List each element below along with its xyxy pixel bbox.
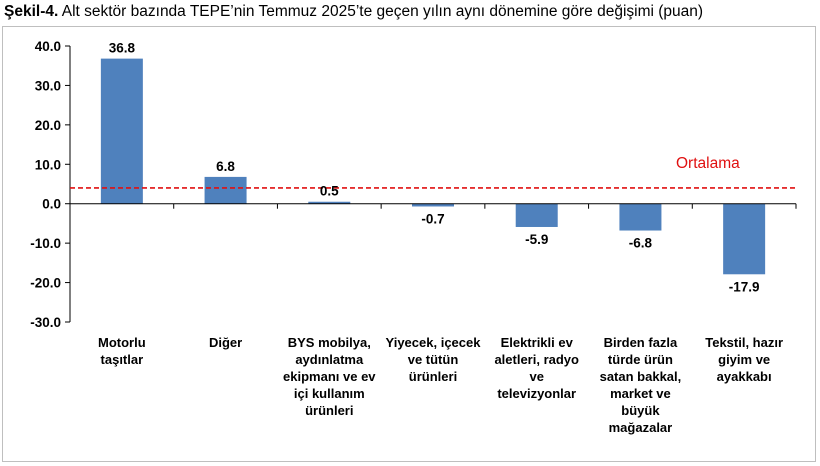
data-label: 6.8 xyxy=(216,159,235,174)
data-label: 36.8 xyxy=(109,41,136,56)
category-label: Elektrikli ev aletleri, radyo ve televizyon… xyxy=(494,335,579,401)
average-label: Ortalama xyxy=(676,155,740,172)
y-tick-label: 30.0 xyxy=(35,78,61,93)
category-label: BYS mobilya, aydınlatma ekipmanı ve ev içi … xyxy=(283,335,376,418)
bar xyxy=(723,203,766,275)
bar xyxy=(619,203,662,231)
figure-number: Şekil-4. xyxy=(4,3,59,20)
bar xyxy=(412,203,454,207)
data-label: -17.9 xyxy=(729,279,760,294)
bar xyxy=(515,203,558,227)
data-label: -5.9 xyxy=(525,232,548,247)
y-tick-label: -10.0 xyxy=(30,236,61,251)
figure-caption: Alt sektör bazında TEPE’nin Temmuz 2025’… xyxy=(61,3,704,20)
y-tick-label: -30.0 xyxy=(30,315,61,330)
category-label: Tekstil, hazır giyim ve ayakkabı xyxy=(705,335,783,384)
bar xyxy=(204,176,247,204)
y-tick-label: 20.0 xyxy=(35,118,61,133)
bar xyxy=(100,58,143,204)
bar xyxy=(308,201,351,204)
chart-frame xyxy=(2,26,816,462)
category-label: Diğer xyxy=(209,335,242,350)
data-label: -6.8 xyxy=(629,236,653,251)
chart-title: Şekil-4. Alt sektör bazında TEPE’nin Tem… xyxy=(4,3,703,21)
y-tick-label: -20.0 xyxy=(30,276,61,291)
data-label: 0.5 xyxy=(320,184,339,199)
y-tick-label: 40.0 xyxy=(35,39,61,54)
category-label: Motorlu taşıtlar xyxy=(98,335,146,367)
category-label: Birden fazla türde ürün satan bakkal, marke… xyxy=(600,335,682,435)
data-label: -0.7 xyxy=(421,211,444,226)
y-tick-label: 10.0 xyxy=(35,157,61,172)
category-label: Yiyecek, içecek ve tütün ürünleri xyxy=(386,335,482,384)
y-tick-label: 0.0 xyxy=(42,197,61,212)
